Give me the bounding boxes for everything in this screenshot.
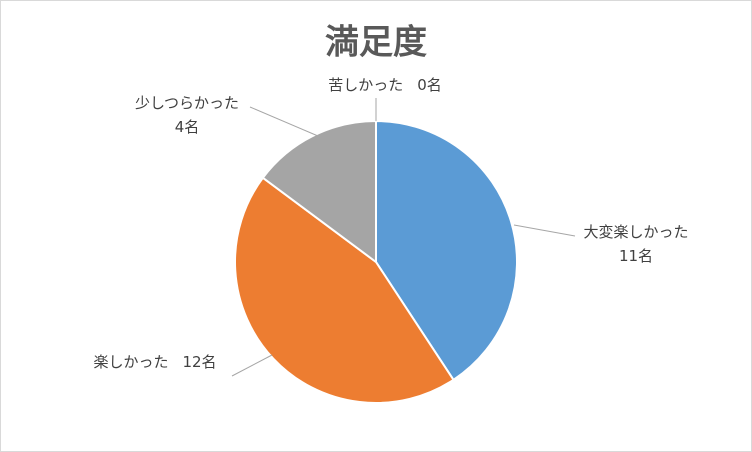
data-label: 少しつらかった 4名 [135, 94, 239, 136]
pie-slice [261, 119, 377, 264]
data-label: 楽しかった 12名 [93, 353, 216, 371]
data-label: 大変楽しかった 11名 [583, 223, 688, 265]
category-label: 苦しかった [328, 76, 403, 94]
value-label: 4名 [175, 118, 200, 136]
data-label: 苦しかった 0名 [328, 76, 442, 94]
value-label: 11名 [619, 247, 653, 265]
leader-line [513, 224, 576, 237]
leader-line [231, 354, 273, 377]
category-label: 少しつらかった [135, 94, 239, 112]
category-label: 大変楽しかった [583, 223, 688, 241]
category-label: 楽しかった [93, 353, 168, 371]
value-label: 12名 [182, 353, 216, 371]
chart-title: 満足度 [325, 23, 427, 63]
leader-line [249, 106, 319, 137]
value-label: 0名 [417, 76, 442, 94]
pie-slice [234, 176, 455, 404]
